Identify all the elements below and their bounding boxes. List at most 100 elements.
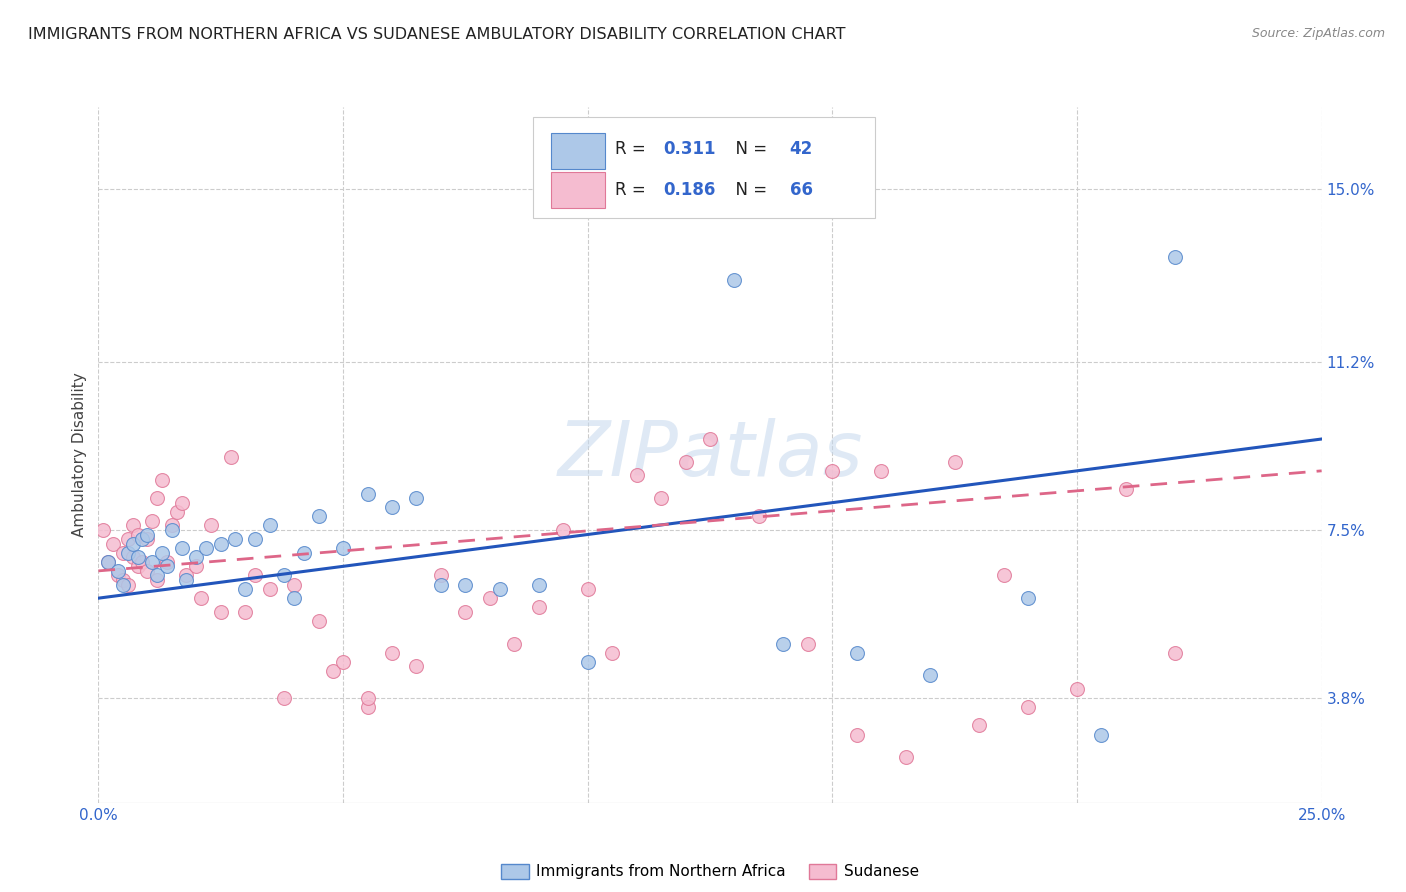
Point [553,523,575,537]
Text: N =: N = [724,181,772,199]
Text: R =: R = [614,140,651,159]
Point [127,559,149,574]
Point [156,559,179,574]
Point [1090,728,1112,742]
Text: ZIPatlas: ZIPatlas [557,418,863,491]
Point [166,505,188,519]
Point [117,532,139,546]
Text: 0.186: 0.186 [664,181,716,199]
Point [111,577,134,591]
Point [381,646,404,660]
Point [600,646,623,660]
Point [190,591,212,606]
Text: 42: 42 [790,140,813,159]
Point [111,546,134,560]
Point [107,564,129,578]
Text: N =: N = [724,140,772,159]
Point [894,750,917,764]
Point [1115,482,1137,496]
Point [405,659,427,673]
Point [136,532,159,546]
FancyBboxPatch shape [551,172,605,208]
Point [356,691,378,706]
Point [723,273,745,287]
Point [176,573,198,587]
Point [141,514,163,528]
Point [233,582,256,596]
Point [993,568,1015,582]
Point [117,577,139,591]
Point [97,555,120,569]
Point [121,518,143,533]
Text: Source: ZipAtlas.com: Source: ZipAtlas.com [1251,27,1385,40]
Point [131,532,153,546]
Point [1017,700,1039,714]
Point [454,577,477,591]
Point [1164,646,1187,660]
Point [283,577,305,591]
Point [308,614,330,628]
Point [626,468,648,483]
Point [101,536,124,550]
Point [136,564,159,578]
Point [170,496,193,510]
Point [111,573,134,587]
FancyBboxPatch shape [551,133,605,169]
Point [772,637,794,651]
Point [527,577,550,591]
Point [797,637,820,651]
Point [699,432,721,446]
Point [186,559,208,574]
Point [259,582,281,596]
Point [200,518,222,533]
Point [186,550,208,565]
Point [845,646,868,660]
Point [121,536,143,550]
Point [748,509,770,524]
Point [308,509,330,524]
Point [219,450,242,465]
Point [243,568,266,582]
Point [381,500,404,515]
Point [233,605,256,619]
Point [273,691,295,706]
Point [117,546,139,560]
Point [478,591,501,606]
Point [127,550,149,565]
Point [870,464,893,478]
Point [224,532,246,546]
Point [576,582,599,596]
Point [176,568,198,582]
Point [91,523,114,537]
FancyBboxPatch shape [533,118,875,219]
Point [146,573,169,587]
Legend: Immigrants from Northern Africa, Sudanese: Immigrants from Northern Africa, Sudanes… [495,857,925,886]
Point [209,605,232,619]
Point [107,568,129,582]
Point [332,655,354,669]
Point [943,455,966,469]
Point [1164,250,1187,264]
Text: R =: R = [614,181,651,199]
Point [356,700,378,714]
Text: 0.311: 0.311 [664,140,716,159]
Point [488,582,510,596]
Text: 66: 66 [790,181,813,199]
Point [121,550,143,565]
Point [150,473,173,487]
Point [292,546,315,560]
Point [146,568,169,582]
Point [127,527,149,541]
Text: IMMIGRANTS FROM NORTHERN AFRICA VS SUDANESE AMBULATORY DISABILITY CORRELATION CH: IMMIGRANTS FROM NORTHERN AFRICA VS SUDAN… [28,27,845,42]
Point [160,523,183,537]
Point [146,491,169,505]
Point [283,591,305,606]
Point [405,491,427,505]
Point [97,555,120,569]
Point [503,637,526,651]
Point [967,718,990,732]
Point [243,532,266,546]
Point [170,541,193,556]
Point [160,518,183,533]
Point [131,555,153,569]
